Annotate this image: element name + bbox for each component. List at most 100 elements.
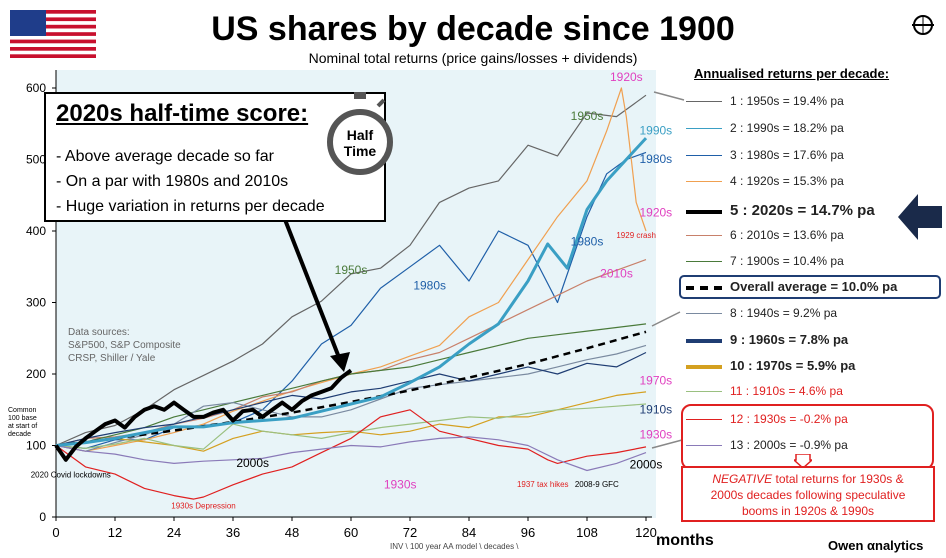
average-legend-box	[679, 275, 941, 299]
x-axis-label: months	[656, 532, 714, 549]
legend-swatch	[686, 419, 722, 421]
legend-swatch	[686, 128, 722, 130]
series-line-overall-average	[55, 330, 647, 447]
x-tick-label: 108	[576, 525, 598, 540]
legend-entry: 13 : 2000s = -0.9% pa	[686, 438, 848, 452]
negative-line: 2000s decades following speculative	[710, 488, 906, 502]
callout-point: - On a par with 1980s and 2010s	[56, 173, 289, 190]
legend-swatch	[686, 445, 722, 447]
legend-label: 10 : 1970s = 5.9% pa	[730, 358, 856, 373]
legend-swatch	[686, 209, 722, 214]
x-tick-label: 0	[52, 525, 59, 540]
legend-pointer	[653, 91, 685, 101]
x-tick-label: 24	[167, 525, 181, 540]
chart-annotation: 1980s	[639, 152, 672, 166]
legend-label: 6 : 2010s = 13.6% pa	[730, 228, 844, 242]
y-tick-label: 500	[26, 153, 46, 167]
brand-name: Owen αnalytics	[828, 538, 924, 553]
series-line-1990s	[55, 137, 648, 447]
callout-point: - Huge variation in returns per decade	[56, 198, 325, 215]
legend-entry: 12 : 1930s = -0.2% pa	[686, 412, 848, 426]
legend-swatch	[686, 313, 722, 315]
legend-entry: 10 : 1970s = 5.9% pa	[686, 358, 855, 373]
series-line-1910s	[55, 403, 647, 450]
legend-label: 7 : 1900s = 10.4% pa	[730, 254, 844, 268]
stopwatch-label-2: Time	[344, 143, 377, 159]
legend-label: 2 : 1990s = 18.2% pa	[730, 121, 844, 135]
sources-line: Data sources:	[68, 327, 130, 338]
data-sources: Data sources: S&P500, S&P Composite CRSP…	[68, 326, 181, 365]
legend-swatch	[686, 338, 722, 343]
chart-annotation: 1910s	[639, 402, 672, 416]
y-tick-label: 600	[26, 81, 46, 95]
legend-label: 1 : 1950s = 19.4% pa	[730, 94, 844, 108]
legend-swatch	[686, 101, 722, 103]
chart-annotation: 1950s	[335, 263, 368, 277]
legend-pointer	[651, 439, 683, 449]
brand-logo-icon	[912, 15, 934, 35]
y-tick-label: 400	[26, 224, 46, 238]
x-tick-label: 12	[108, 525, 122, 540]
legend-label: 12 : 1930s = -0.2% pa	[730, 412, 848, 426]
chart-annotation: 1930s Depression	[171, 501, 235, 510]
chart-annotation: 1990s	[639, 123, 672, 137]
legend-label: 13 : 2000s = -0.9% pa	[730, 438, 848, 452]
negative-line: total returns for 1930s &	[772, 472, 904, 486]
stopwatch-icon: Half Time	[326, 92, 394, 184]
series-line-1950s	[55, 94, 647, 447]
chart-annotations: 1920s 1950s 1990s 1980s 1920s 1980s 1929 crash…	[31, 70, 672, 511]
x-tick-label: 96	[521, 525, 535, 540]
axis-base-note: Common 100 base at start of decade	[8, 407, 38, 438]
legend-heading: Annualised returns per decade:	[694, 66, 890, 81]
legend-label: Overall average = 10.0% pa	[730, 279, 898, 294]
chart-annotation: 1937 tax hikes	[517, 480, 569, 489]
sources-line: S&P500, S&P Composite	[68, 340, 181, 351]
sources-line: CRSP, Shiller / Yale	[68, 353, 156, 364]
legend-swatch	[686, 391, 722, 393]
series-line-1970s	[55, 391, 647, 452]
legend-entry: Overall average = 10.0% pa	[686, 279, 897, 294]
series-lines	[54, 87, 648, 500]
x-tick-label: 60	[344, 525, 358, 540]
legend-entry: 2 : 1990s = 18.2% pa	[686, 121, 844, 135]
negative-word: NEGATIVE	[712, 472, 773, 486]
callout-point: - Above average decade so far	[56, 148, 274, 165]
x-tick-label: 72	[403, 525, 417, 540]
axes: 0 12 24 36 48 60 72 84 96 108 120 0 100 200 300 400 500 6…	[26, 70, 657, 540]
pointer-arrows	[280, 91, 685, 449]
chart-annotation: 2020 Covid lockdowns	[31, 471, 111, 480]
callout-pointer-head	[330, 352, 350, 372]
legend-entry: 7 : 1900s = 10.4% pa	[686, 254, 844, 268]
series-line-1930s	[55, 409, 647, 500]
y-tick-label: 0	[39, 510, 46, 524]
legend-entry: 1 : 1950s = 19.4% pa	[686, 94, 844, 108]
series-line-1920s	[55, 87, 647, 452]
chart-annotation: 2008-9 GFC	[575, 480, 619, 489]
legend-swatch	[686, 364, 722, 369]
legend-entry: 3 : 1980s = 17.6% pa	[686, 148, 844, 162]
chart-annotation: 1920s	[610, 70, 643, 84]
series-line-1980s	[55, 151, 647, 449]
legend-pointer	[651, 311, 681, 327]
negative-line: booms in 1920s & 1990s	[741, 504, 875, 518]
negative-returns-note: NEGATIVE total returns for 1930s & 2000s…	[681, 466, 935, 522]
series-line-1960s	[55, 351, 647, 447]
x-tick-label: 120	[635, 525, 657, 540]
us-flag-icon	[10, 10, 96, 58]
legend-swatch	[686, 285, 722, 290]
legend-label: 4 : 1920s = 15.3% pa	[730, 174, 844, 188]
legend-entry: 5 : 2020s = 14.7% pa	[686, 202, 875, 219]
series-line-2000s	[55, 436, 647, 472]
chart-annotation: 2000s	[236, 456, 269, 470]
chart-annotation: 1920s	[639, 206, 672, 220]
legend-entry: 4 : 1920s = 15.3% pa	[686, 174, 844, 188]
legend-label: 3 : 1980s = 17.6% pa	[730, 148, 844, 162]
chart-annotation: 2010s	[600, 266, 633, 280]
legend-entry: 8 : 1940s = 9.2% pa	[686, 306, 837, 320]
legend-entry: 9 : 1960s = 7.8% pa	[686, 332, 848, 347]
chart-annotation: 1930s	[639, 427, 672, 441]
legend-swatch	[686, 155, 722, 157]
legend-swatch	[686, 181, 722, 183]
chart-annotation: 1950s	[571, 109, 604, 123]
